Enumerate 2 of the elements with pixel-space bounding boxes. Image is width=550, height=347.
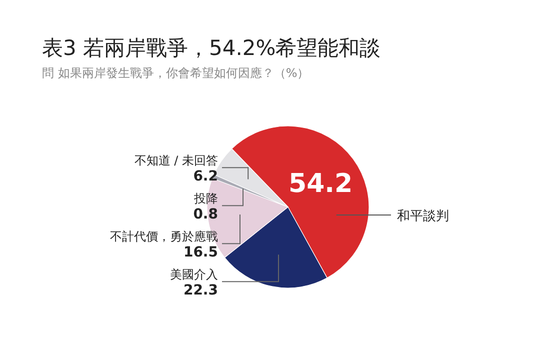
title: 表3 若兩岸戰爭，54.2%希望能和談 [42,36,381,60]
subtitle: 問 如果兩岸發生戰爭，你會希望如何因應？（%） [42,66,310,80]
